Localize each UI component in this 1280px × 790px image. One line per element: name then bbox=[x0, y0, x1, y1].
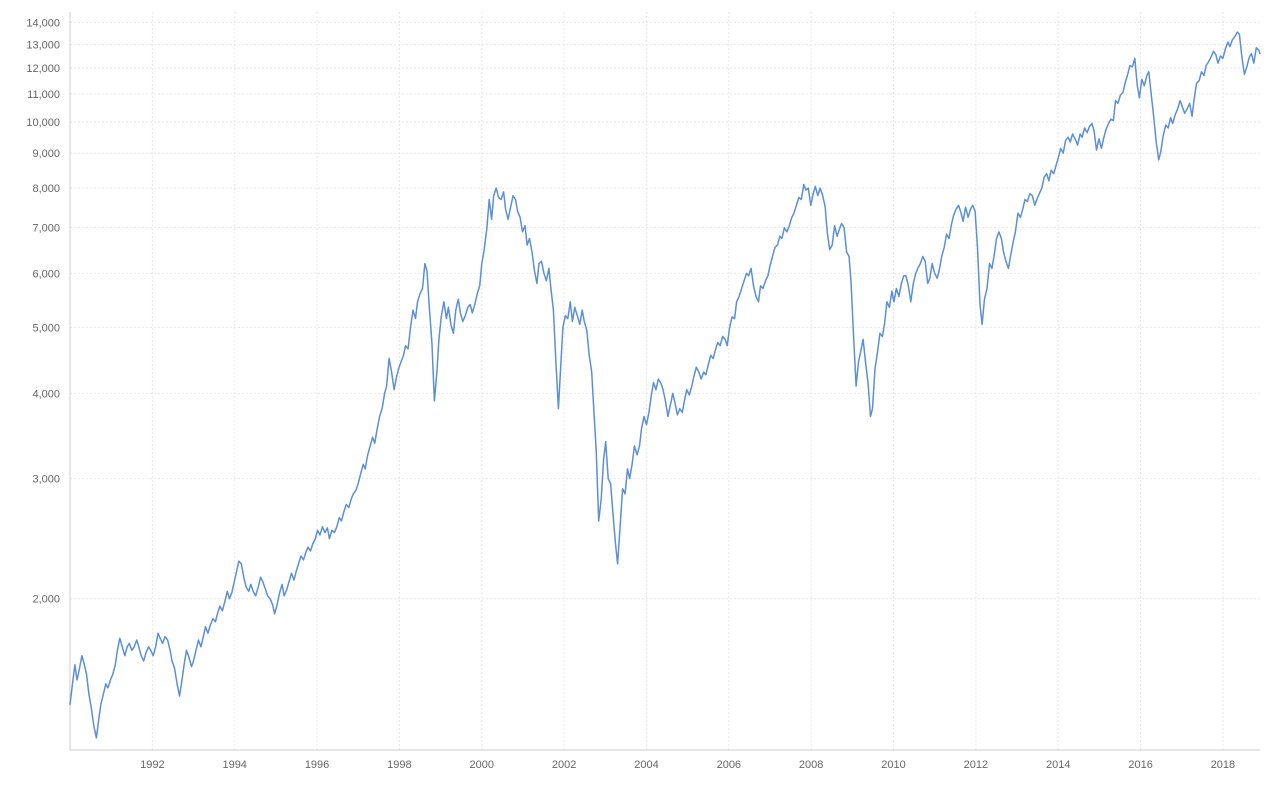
x-axis-label: 2006 bbox=[717, 759, 741, 771]
x-axis-label: 1992 bbox=[140, 759, 164, 771]
line-chart: 2,000 3,000 4,000 5,000 6,000 7,000 8,000 9,000… bbox=[0, 0, 1280, 790]
y-axis-label: 13,000 bbox=[26, 39, 60, 51]
x-axis-label: 2004 bbox=[634, 759, 658, 771]
y-axis-label: 11,000 bbox=[27, 89, 60, 101]
y-axis-label: 14,000 bbox=[26, 17, 60, 29]
x-axis-label: 2012 bbox=[964, 759, 988, 771]
x-axis-label: 2014 bbox=[1046, 759, 1070, 771]
x-axis-label: 2018 bbox=[1211, 759, 1235, 771]
y-axis-label: 3,000 bbox=[32, 474, 60, 486]
chart-svg: 2,000 3,000 4,000 5,000 6,000 7,000 8,000 9,000… bbox=[0, 0, 1280, 790]
y-axis-label: 7,000 bbox=[32, 223, 60, 235]
x-axis-label: 2008 bbox=[799, 759, 823, 771]
y-axis-label: 12,000 bbox=[26, 63, 60, 75]
y-axis-label: 10,000 bbox=[26, 117, 60, 129]
x-axis-label: 1998 bbox=[387, 759, 411, 771]
x-axis-label: 2010 bbox=[881, 759, 905, 771]
x-axis-label: 2000 bbox=[470, 759, 494, 771]
y-axis-label: 9,000 bbox=[32, 148, 60, 160]
x-axis-label: 1996 bbox=[305, 759, 329, 771]
y-axis-label: 2,000 bbox=[32, 594, 60, 606]
x-axis-label: 2002 bbox=[552, 759, 576, 771]
y-axis-label: 8,000 bbox=[32, 183, 60, 195]
x-axis-label: 2016 bbox=[1128, 759, 1152, 771]
y-axis-label: 5,000 bbox=[32, 322, 60, 334]
y-axis-label: 4,000 bbox=[32, 388, 60, 400]
x-axis-label: 1994 bbox=[222, 759, 246, 771]
y-axis-label: 6,000 bbox=[32, 268, 60, 280]
